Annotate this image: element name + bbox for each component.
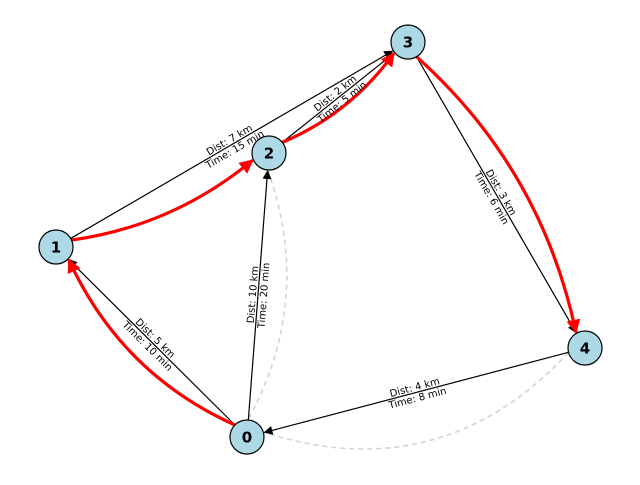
node-label: 2 — [264, 145, 274, 163]
node-circle — [251, 135, 287, 171]
route-segment-3-4 — [415, 55, 581, 334]
node-0: 0 — [229, 419, 265, 455]
node-circle — [390, 24, 426, 60]
route-segment-0-1 — [67, 258, 236, 427]
highlighted-route — [67, 52, 581, 427]
edge-distance-label: Dist: 10 km — [246, 266, 261, 324]
node-label: 3 — [403, 34, 413, 52]
edge-4-0 — [263, 351, 569, 435]
edge-1-3 — [70, 50, 394, 239]
node-3: 3 — [390, 24, 426, 60]
edge-time-label: Time: 20 min — [256, 262, 272, 329]
edges — [68, 50, 577, 435]
node-label: 0 — [242, 429, 252, 447]
node-4: 4 — [567, 330, 603, 366]
node-label: 1 — [51, 239, 61, 257]
edge-0-2 — [247, 170, 272, 421]
node-2: 2 — [251, 135, 287, 171]
node-1: 1 — [38, 229, 74, 265]
alternate-link-2-0 — [247, 169, 288, 420]
edge-3-4 — [415, 56, 577, 334]
route-segment-2-3 — [281, 52, 396, 144]
alternate-links — [247, 169, 570, 450]
node-label: 4 — [580, 340, 590, 358]
node-circle — [38, 229, 74, 265]
edge-2-3 — [281, 52, 395, 143]
route-segment-1-2 — [71, 159, 254, 242]
alternate-link-4-0 — [264, 351, 570, 450]
node-circle — [567, 330, 603, 366]
edge-0-1 — [68, 259, 236, 426]
node-circle — [229, 419, 265, 455]
nodes: 0 1 2 3 4 — [38, 24, 603, 455]
